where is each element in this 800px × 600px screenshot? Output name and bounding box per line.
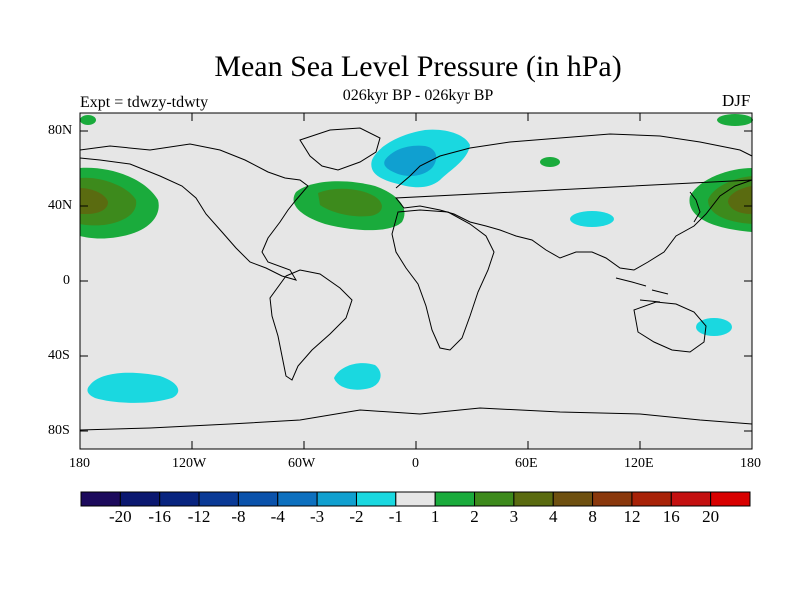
colorbar-swatch [159,491,200,507]
colorbar-label: 1 [430,507,440,526]
colorbar-swatch [119,491,161,507]
colorbar-label: -20 [109,507,132,526]
colorbar-swatch [395,491,436,507]
map-title: Mean Sea Level Pressure (in hPa) [214,50,622,83]
colorbar-swatch [434,491,476,507]
lon-tick-marks [79,113,753,449]
lat-label-40s: 40S [48,348,70,363]
anomaly-arctic-right [717,114,753,126]
lat-label-40n: 40N [48,198,73,213]
colorbar-label: 16 [662,507,680,526]
lon-label-0: 0 [412,456,419,471]
anomaly-north-pacific-left-inner [80,177,137,226]
colorbar-label: 3 [509,507,519,526]
colorbar-swatch [631,491,672,507]
colorbar-label: -16 [148,507,172,526]
colorbar-swatch [198,491,239,507]
colorbar-label: -3 [310,507,325,526]
anomaly-scandinavia-inner [384,145,437,176]
anomaly-north-pacific-left-core [80,188,108,214]
coastline-north-america [79,143,309,281]
colorbar-swatch [670,491,712,507]
colorbar-label: -4 [270,507,285,526]
colorbar-swatch [552,491,594,507]
coastline-eurasia [394,133,753,271]
coastline-africa [391,209,495,351]
lat-label-80n: 80N [48,123,73,138]
colorbar-swatch [355,491,397,507]
colorbar-swatch [277,491,318,507]
colorbar-swatch [80,491,121,507]
lon-label-180w: 180 [69,456,90,471]
anomaly-south-atlantic [334,363,381,390]
colorbar-swatch [710,491,751,507]
colorbar-label: 12 [623,507,641,526]
colorbar-label: 2 [470,507,479,526]
anomaly-south-pacific [87,372,179,403]
lat-tick-marks [80,130,752,432]
anomaly-siberia-small [540,157,560,167]
experiment-label: Expt = tdwzy-tdwty [80,94,209,111]
colorbar-swatch [513,491,554,507]
coastline-indonesia [615,277,669,303]
lon-label-120e: 120E [624,456,654,471]
lon-label-180e: 180 [740,456,761,471]
coastlines [79,127,753,431]
season-label: DJF [722,91,751,110]
anomaly-north-atlantic-inner [318,188,382,217]
colorbar-label: 4 [548,507,558,526]
coastline-south-america [269,269,353,381]
coastline-japan [689,191,701,223]
colorbar-swatch [237,491,279,507]
colorbar-label: -1 [388,507,403,526]
lat-label-0: 0 [63,273,70,288]
colorbar-swatch [316,491,357,507]
colorbar-swatch [474,491,515,507]
coastline-antarctica [79,407,753,431]
coastline-australia [633,301,707,353]
lon-label-60w: 60W [288,456,316,471]
lon-label-60e: 60E [515,456,538,471]
colorbar-swatch [592,491,633,507]
colorbar-label: -2 [349,507,364,526]
colorbar-label: -12 [187,507,211,526]
anomaly-central-asia [570,211,614,227]
lon-label-120w: 120W [172,456,207,471]
coastline-greenland [299,127,381,171]
colorbar-label: 20 [702,507,720,526]
colorbar-label: 8 [588,507,597,526]
anomaly-arctic-left [80,115,96,125]
map-subtitle: 026kyr BP - 026kyr BP [342,87,494,104]
colorbar [80,491,751,507]
anomaly-north-pacific-right-core [728,186,752,214]
lat-label-80s: 80S [48,423,70,438]
anomaly-contours [80,114,753,403]
colorbar-label: -8 [231,507,246,526]
